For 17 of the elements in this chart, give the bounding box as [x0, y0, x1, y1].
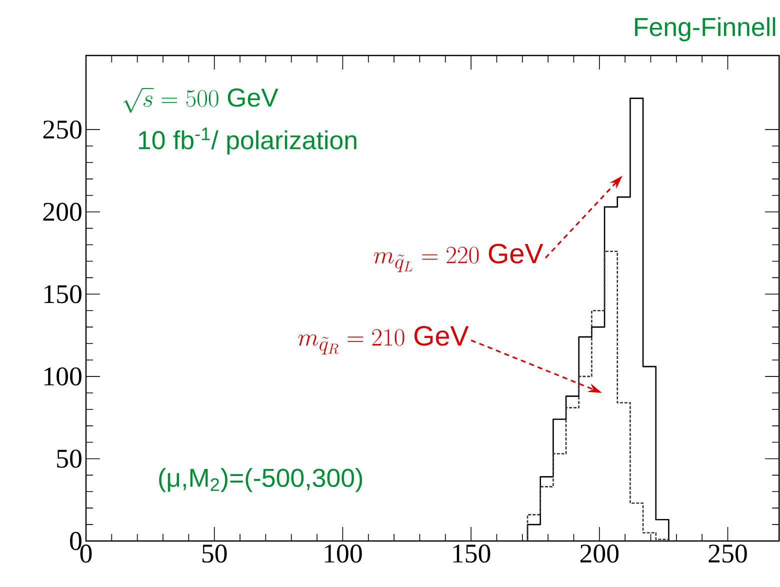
- y-tick-label: 200: [43, 202, 82, 221]
- x-tick-label: 100: [324, 544, 362, 563]
- annotation: $m_{\tilde{q}_R} = 210\ \mathrm{GeV}$: [298, 326, 469, 354]
- text: Feng-Finnell: [635, 17, 776, 42]
- y-tick-label: 100: [44, 367, 82, 386]
- annotation: $\sqrt{s} = 500\ \mathrm{GeV}$: [123, 88, 278, 113]
- x-tick-label: 250: [708, 544, 747, 563]
- x-tick-label: 150: [453, 544, 490, 563]
- y-tick-label: 250: [43, 120, 82, 139]
- x-tick-label: 200: [580, 544, 619, 563]
- y-tick-label: 150: [44, 285, 82, 304]
- annotation: 10 fb$^{-1}$/ polarization: [138, 128, 356, 155]
- y-tick-label: 0: [70, 532, 82, 550]
- annotation: (μ,M$_{2}$)=(-500,300): [159, 468, 362, 492]
- annotation: $m_{\tilde{q}_L} = 220\ \mathrm{GeV}$: [374, 244, 544, 272]
- x-tick-label: 50: [202, 544, 227, 563]
- y-tick-label: 50: [57, 450, 82, 468]
